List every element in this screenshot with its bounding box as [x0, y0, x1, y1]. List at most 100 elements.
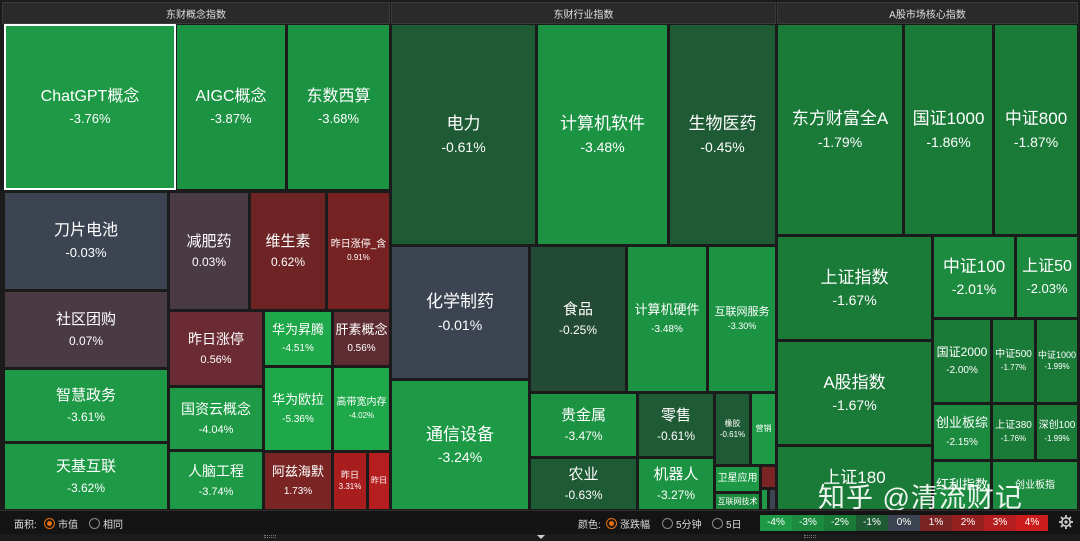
color-option-5day[interactable]: 5日: [712, 516, 742, 531]
gear-icon[interactable]: [1058, 514, 1074, 530]
treemap-tile[interactable]: 昨日 3.31%: [333, 452, 367, 510]
treemap-tile[interactable]: 零售 -0.61%: [638, 393, 714, 457]
treemap-tile[interactable]: 国资云概念 -4.04%: [169, 387, 263, 450]
area-option-market-cap[interactable]: 市值: [44, 516, 78, 531]
treemap-tile[interactable]: 维生素 0.62%: [250, 192, 326, 310]
treemap-tile[interactable]: 国证1000 -1.86%: [904, 24, 993, 235]
treemap-tile[interactable]: 国证2000 -2.00%: [933, 319, 991, 403]
treemap-tile[interactable]: AIGC概念 -3.87%: [176, 24, 286, 190]
treemap-tile[interactable]: 中证800 -1.87%: [994, 24, 1078, 235]
treemap-tile[interactable]: 深创100 -1.99%: [1036, 404, 1078, 460]
tile-change: -3.27%: [656, 488, 696, 503]
tile-change: -3.30%: [727, 320, 757, 331]
area-option-equal[interactable]: 相同: [89, 516, 123, 531]
treemap-tile[interactable]: [769, 489, 776, 510]
color-option-change[interactable]: 涨跌幅: [606, 516, 650, 531]
tile-name: 人脑工程: [188, 463, 244, 480]
legend-swatch: -2%: [824, 515, 856, 531]
treemap-tile[interactable]: 刀片电池 -0.03%: [4, 192, 168, 290]
tile-name: 红利指数: [935, 477, 988, 493]
treemap-tile[interactable]: 上证380 -1.76%: [992, 404, 1035, 460]
treemap-tile[interactable]: 上证指数 -1.67%: [777, 236, 932, 340]
tile-name: 昨日涨停: [188, 331, 244, 348]
grip-icon[interactable]: [264, 535, 276, 538]
tile-change: -0.61%: [441, 138, 486, 155]
legend-swatch: 1%: [920, 515, 952, 531]
treemap-tile[interactable]: 中证1000 -1.99%: [1036, 319, 1078, 403]
tile-name: 中证800: [1004, 109, 1068, 129]
treemap-tile[interactable]: 创业板综 -2.15%: [933, 404, 991, 460]
treemap-tile[interactable]: 计算机硬件 -3.48%: [627, 246, 707, 392]
tile-change: 0.03%: [191, 255, 227, 270]
tile-change: -3.48%: [651, 323, 683, 335]
tile-change: -4.51%: [282, 343, 314, 355]
tile-change: 0.62%: [270, 255, 306, 270]
tile-change: -2.15%: [946, 436, 978, 448]
color-option-5min[interactable]: 5分钟: [662, 516, 702, 531]
radio-icon: [606, 518, 617, 529]
treemap-tile[interactable]: 社区团购 0.07%: [4, 291, 168, 368]
tile-name: 上证380: [995, 420, 1032, 432]
treemap-tile[interactable]: 计算机软件 -3.48%: [537, 24, 668, 245]
treemap-tile[interactable]: 橡胶 -0.61%: [715, 393, 750, 465]
treemap-tile[interactable]: 智慧政务 -3.61%: [4, 369, 168, 442]
tile-name: 零售: [660, 406, 691, 424]
treemap-tile[interactable]: 减肥药 0.03%: [169, 192, 249, 310]
treemap-tile[interactable]: 华为昇腾 -4.51%: [264, 311, 332, 366]
treemap-tile[interactable]: 天基互联 -3.62%: [4, 443, 168, 510]
treemap-tile[interactable]: 创业板指: [992, 461, 1078, 510]
treemap-tile[interactable]: A股指数 -1.67%: [777, 341, 932, 445]
tile-change: -3.48%: [580, 138, 625, 155]
treemap-tile[interactable]: 昨日: [368, 452, 390, 510]
tile-name: 中证100: [942, 256, 1006, 276]
treemap-tile[interactable]: 卫星应用: [715, 466, 760, 492]
treemap-tile[interactable]: 通信设备 -3.24%: [391, 380, 529, 510]
treemap-tile[interactable]: 中证100 -2.01%: [933, 236, 1015, 318]
footer-bar: 面积: 市值 相同 颜色: 涨跌幅 5分钟 5日 -4% -3% -2% -1%…: [0, 510, 1080, 534]
treemap-tile[interactable]: 昨日涨停_含 0.91%: [327, 192, 390, 310]
tile-change: -1.87%: [1013, 133, 1059, 150]
treemap-tile[interactable]: [761, 489, 768, 510]
tile-name: 互联网服务: [714, 306, 770, 319]
treemap-tile[interactable]: 化学制药 -0.01%: [391, 246, 529, 379]
treemap-tile[interactable]: 生物医药 -0.45%: [669, 24, 776, 245]
treemap-tile[interactable]: 贵金属 -3.47%: [530, 393, 637, 457]
tile-change: 0.56%: [347, 343, 376, 355]
treemap-tile[interactable]: 互联网服务 -3.30%: [708, 246, 776, 392]
treemap-tile[interactable]: 华为欧拉 -5.36%: [264, 367, 332, 451]
treemap-tile[interactable]: 互联网技术: [715, 493, 760, 510]
tile-name: 阿兹海默: [271, 464, 324, 480]
treemap-tile[interactable]: 上证50 -2.03%: [1016, 236, 1078, 318]
tile-name: 营销: [755, 424, 772, 434]
treemap-tile[interactable]: 上证180: [777, 446, 932, 510]
treemap-tile[interactable]: 昨日涨停 0.56%: [169, 311, 263, 386]
treemap-tile[interactable]: 红利指数: [933, 461, 991, 510]
treemap-tile[interactable]: 中证500 -1.77%: [992, 319, 1035, 403]
treemap-tile[interactable]: 电力 -0.61%: [391, 24, 536, 245]
treemap-tile[interactable]: ChatGPT概念 -3.76%: [4, 24, 176, 190]
tile-change: -2.03%: [1026, 281, 1068, 297]
grip-icon[interactable]: [804, 535, 816, 538]
treemap-tile[interactable]: 人脑工程 -3.74%: [169, 451, 263, 510]
treemap-tile[interactable]: [761, 466, 776, 488]
treemap-tile[interactable]: 东数西算 -3.68%: [287, 24, 390, 190]
treemap-tile[interactable]: 高带宽内存 -4.02%: [333, 367, 390, 451]
treemap-tile[interactable]: 食品 -0.25%: [530, 246, 626, 392]
legend-swatch: -1%: [856, 515, 888, 531]
tile-name: 减肥药: [186, 232, 232, 250]
tile-change: -0.45%: [700, 138, 745, 155]
chevron-down-icon[interactable]: [537, 535, 545, 539]
tile-change: -3.24%: [437, 449, 483, 466]
tile-change: -1.79%: [817, 133, 863, 150]
treemap-tile[interactable]: 阿兹海默 1.73%: [264, 452, 332, 510]
treemap-tile[interactable]: 肝素概念 0.56%: [333, 311, 390, 366]
treemap-tile[interactable]: 机器人 -3.27%: [638, 458, 714, 510]
tile-change: -1.77%: [1000, 362, 1027, 372]
treemap-tile[interactable]: 农业 -0.63%: [530, 458, 637, 510]
tile-change: -0.61%: [719, 429, 746, 439]
treemap-tile[interactable]: 营销: [751, 393, 776, 465]
treemap-tile[interactable]: 东方财富全A -1.79%: [777, 24, 903, 235]
radio-icon: [662, 518, 673, 529]
area-label: 面积:: [14, 520, 37, 531]
